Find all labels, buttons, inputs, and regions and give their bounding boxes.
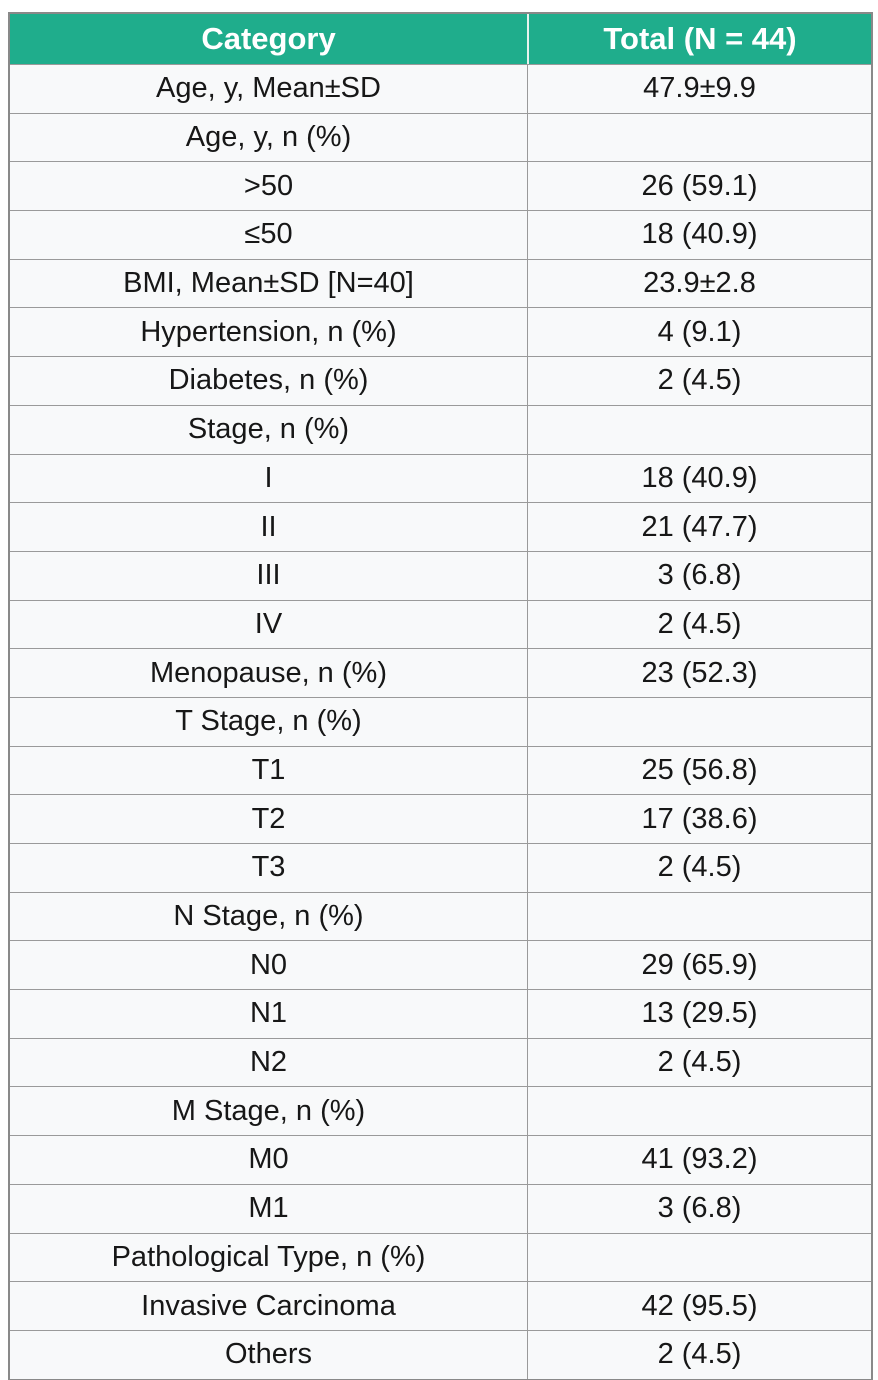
table-row: M0 41 (93.2) xyxy=(10,1135,871,1184)
total-cell: 26 (59.1) xyxy=(527,161,871,211)
category-cell: N2 xyxy=(10,1037,527,1087)
category-cell: N1 xyxy=(10,989,527,1038)
column-header-total: Total (N = 44) xyxy=(527,14,871,64)
total-cell: 18 (40.9) xyxy=(527,210,871,259)
total-cell: 25 (56.8) xyxy=(527,745,871,795)
category-cell: N0 xyxy=(10,940,527,990)
table-row: N1 13 (29.5) xyxy=(10,989,871,1038)
category-cell: M1 xyxy=(10,1183,527,1233)
total-cell: 2 (4.5) xyxy=(527,843,871,892)
total-cell: 2 (4.5) xyxy=(527,1329,871,1379)
total-cell: 4 (9.1) xyxy=(527,307,871,357)
table-body: Age, y, Mean±SD 47.9±9.9 Age, y, n (%) >50 2… xyxy=(10,64,871,1379)
table-row: Hypertension, n (%) 4 (9.1) xyxy=(10,307,871,357)
total-cell: 2 (4.5) xyxy=(527,356,871,405)
category-cell: Pathological Type, n (%) xyxy=(10,1232,527,1282)
table-row: T2 17 (38.6) xyxy=(10,794,871,843)
category-cell: T1 xyxy=(10,745,527,795)
category-cell: IV xyxy=(10,599,527,649)
total-cell: 13 (29.5) xyxy=(527,989,871,1038)
total-cell xyxy=(527,1086,871,1136)
total-cell: 41 (93.2) xyxy=(527,1135,871,1184)
total-cell: 2 (4.5) xyxy=(527,599,871,649)
table-row: N Stage, n (%) xyxy=(10,891,871,941)
total-cell xyxy=(527,696,871,746)
patient-characteristics-table: Category Total (N = 44) Age, y, Mean±SD 4… xyxy=(8,12,873,1380)
table-row: ≤50 18 (40.9) xyxy=(10,210,871,259)
table-row: BMI, Mean±SD [N=40] 23.9±2.8 xyxy=(10,258,871,308)
table-row: N2 2 (4.5) xyxy=(10,1037,871,1087)
table-row: Stage, n (%) xyxy=(10,404,871,454)
table-row: II 21 (47.7) xyxy=(10,502,871,551)
table-row: Age, y, Mean±SD 47.9±9.9 xyxy=(10,64,871,113)
table-row: M Stage, n (%) xyxy=(10,1086,871,1136)
category-cell: ≤50 xyxy=(10,210,527,259)
total-cell xyxy=(527,404,871,454)
table-row: Invasive Carcinoma 42 (95.5) xyxy=(10,1281,871,1330)
category-cell: Hypertension, n (%) xyxy=(10,307,527,357)
category-cell: M0 xyxy=(10,1135,527,1184)
table-row: Diabetes, n (%) 2 (4.5) xyxy=(10,356,871,405)
table-row: T1 25 (56.8) xyxy=(10,745,871,795)
category-cell: III xyxy=(10,550,527,600)
category-cell: Invasive Carcinoma xyxy=(10,1281,527,1330)
total-cell xyxy=(527,891,871,941)
category-cell: T Stage, n (%) xyxy=(10,696,527,746)
table-row: Others 2 (4.5) xyxy=(10,1329,871,1379)
total-cell: 3 (6.8) xyxy=(527,550,871,600)
table-header: Category Total (N = 44) xyxy=(10,14,871,64)
category-cell: Menopause, n (%) xyxy=(10,648,527,697)
total-cell: 23 (52.3) xyxy=(527,648,871,697)
total-cell xyxy=(527,1232,871,1282)
total-cell xyxy=(527,112,871,162)
table-row: IV 2 (4.5) xyxy=(10,599,871,649)
category-cell: II xyxy=(10,502,527,551)
total-cell: 47.9±9.9 xyxy=(527,64,871,113)
total-cell: 29 (65.9) xyxy=(527,940,871,990)
total-cell: 42 (95.5) xyxy=(527,1281,871,1330)
category-cell: T3 xyxy=(10,843,527,892)
table-row: M1 3 (6.8) xyxy=(10,1183,871,1233)
category-cell: T2 xyxy=(10,794,527,843)
table-row: Age, y, n (%) xyxy=(10,112,871,162)
table-row: III 3 (6.8) xyxy=(10,550,871,600)
table-row: I 18 (40.9) xyxy=(10,453,871,503)
total-cell: 23.9±2.8 xyxy=(527,258,871,308)
category-cell: BMI, Mean±SD [N=40] xyxy=(10,258,527,308)
category-cell: >50 xyxy=(10,161,527,211)
total-cell: 17 (38.6) xyxy=(527,794,871,843)
total-cell: 2 (4.5) xyxy=(527,1037,871,1087)
category-cell: Others xyxy=(10,1329,527,1379)
category-cell: N Stage, n (%) xyxy=(10,891,527,941)
category-cell: Age, y, n (%) xyxy=(10,112,527,162)
table-row: N0 29 (65.9) xyxy=(10,940,871,990)
table-row: Menopause, n (%) 23 (52.3) xyxy=(10,648,871,697)
table-row: Pathological Type, n (%) xyxy=(10,1232,871,1282)
category-cell: M Stage, n (%) xyxy=(10,1086,527,1136)
category-cell: Age, y, Mean±SD xyxy=(10,64,527,113)
total-cell: 3 (6.8) xyxy=(527,1183,871,1233)
category-cell: Diabetes, n (%) xyxy=(10,356,527,405)
table-row: T Stage, n (%) xyxy=(10,696,871,746)
header-row: Category Total (N = 44) xyxy=(10,14,871,64)
total-cell: 18 (40.9) xyxy=(527,453,871,503)
total-cell: 21 (47.7) xyxy=(527,502,871,551)
category-cell: Stage, n (%) xyxy=(10,404,527,454)
column-header-category: Category xyxy=(10,14,527,64)
table-row: T3 2 (4.5) xyxy=(10,843,871,892)
table-row: >50 26 (59.1) xyxy=(10,161,871,211)
category-cell: I xyxy=(10,453,527,503)
